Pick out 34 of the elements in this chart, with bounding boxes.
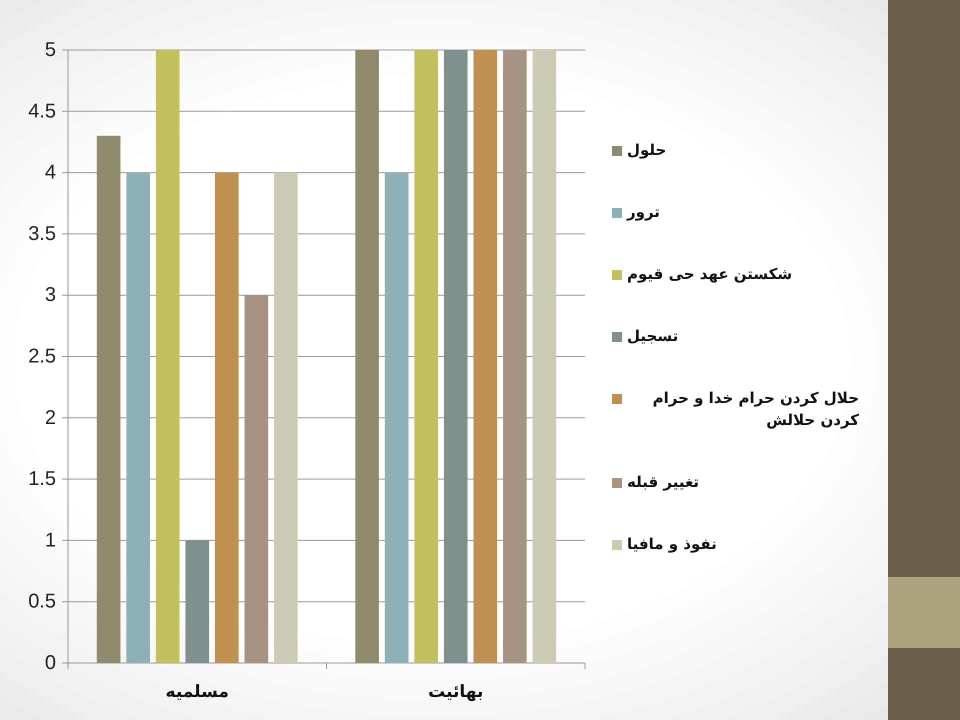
legend-label: حلال کردن حرام خدا و حرام کردن حلالش	[652, 388, 859, 431]
bar	[414, 50, 438, 663]
y-tick-label: 5	[44, 39, 56, 61]
legend-label: شکستن عهد حی قیوم	[627, 264, 792, 285]
x-tick-label: بهائیت	[428, 682, 484, 702]
bar	[274, 172, 298, 663]
bar	[214, 172, 239, 663]
legend-label: تغییر قبله	[627, 472, 700, 493]
legend-label: نفوذ و مافیا	[627, 534, 717, 555]
y-tick-label: 2	[44, 406, 56, 429]
bar	[126, 172, 150, 663]
y-tick-label: 1	[44, 529, 56, 552]
y-tick-label: 0.5	[28, 590, 56, 613]
bar	[355, 50, 379, 663]
x-tick-label: مسلمیه	[166, 682, 229, 702]
y-tick-label: 0	[44, 652, 56, 674]
y-tick-label: 1.5	[28, 468, 56, 490]
legend-label: حلول	[627, 140, 666, 161]
legend-label: ترور	[627, 202, 660, 223]
bar	[244, 295, 268, 663]
bar	[156, 50, 180, 663]
bar	[96, 136, 120, 663]
bar	[503, 50, 527, 663]
bar	[185, 540, 210, 663]
y-tick-label: 3	[44, 284, 56, 306]
y-tick-label: 3.5	[28, 222, 56, 245]
legend-label: تسجیل	[627, 326, 678, 347]
bar	[473, 50, 498, 663]
y-tick-label: 4.5	[28, 100, 56, 122]
y-tick-label: 4	[44, 162, 56, 184]
bar	[384, 172, 408, 663]
y-tick-label: 2.5	[28, 346, 56, 368]
bar	[444, 50, 468, 663]
bar	[532, 50, 556, 663]
